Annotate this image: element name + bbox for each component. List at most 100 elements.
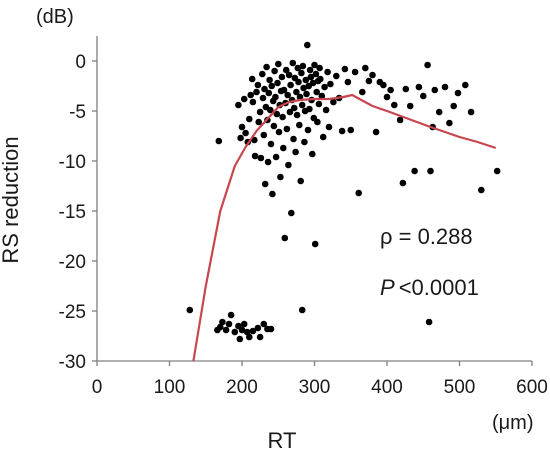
x-tick-label: 0	[92, 377, 103, 398]
data-point	[309, 79, 317, 87]
data-point	[259, 70, 266, 78]
data-point	[306, 105, 313, 113]
data-point	[272, 93, 279, 101]
data-point	[298, 101, 306, 109]
data-point	[272, 153, 280, 161]
data-point	[406, 102, 414, 110]
data-point	[269, 190, 276, 198]
data-point	[249, 98, 257, 106]
data-point	[231, 328, 239, 336]
data-point	[450, 102, 458, 110]
data-point	[284, 91, 292, 99]
y-tick-label: -30	[59, 352, 86, 373]
data-point	[237, 134, 244, 142]
data-point	[338, 127, 346, 135]
data-point	[344, 78, 352, 86]
data-point	[261, 85, 268, 93]
data-point	[254, 81, 262, 89]
data-point	[296, 93, 304, 101]
data-point	[493, 167, 501, 175]
data-point	[289, 59, 297, 67]
data-point	[467, 108, 475, 116]
data-point	[285, 71, 293, 79]
data-point	[267, 325, 275, 333]
data-point	[263, 63, 270, 71]
data-point	[301, 138, 308, 146]
data-point	[286, 108, 294, 116]
data-point	[312, 70, 320, 78]
data-point	[387, 86, 394, 94]
data-point	[274, 79, 281, 87]
data-point	[369, 71, 376, 79]
data-point	[260, 320, 268, 328]
data-point	[275, 60, 282, 68]
data-point	[478, 186, 485, 194]
data-point	[362, 64, 369, 72]
data-point	[359, 88, 366, 96]
x-axis-title: RT	[268, 428, 297, 453]
p-italic-label: P	[380, 275, 395, 300]
data-point	[278, 73, 286, 81]
data-point	[268, 82, 276, 90]
data-point	[253, 88, 260, 96]
data-point	[297, 177, 305, 185]
data-point	[285, 161, 292, 169]
data-point	[238, 123, 246, 131]
data-point	[431, 86, 439, 94]
data-point	[279, 113, 286, 121]
data-point	[411, 167, 418, 175]
data-point	[283, 125, 291, 133]
x-unit-label: (μm)	[492, 412, 534, 434]
data-point	[217, 323, 224, 331]
data-point	[261, 180, 269, 188]
data-point	[248, 75, 256, 83]
x-tick-label: 100	[154, 377, 186, 398]
data-point	[304, 41, 311, 49]
data-point	[298, 306, 306, 314]
data-point	[319, 133, 327, 141]
data-point	[280, 86, 288, 94]
data-point	[324, 68, 331, 76]
x-tick-label: 400	[371, 377, 403, 398]
data-point	[293, 88, 300, 96]
data-point	[260, 131, 268, 139]
data-point	[313, 88, 321, 96]
data-point	[282, 66, 290, 74]
data-point	[316, 64, 323, 72]
data-point	[255, 118, 262, 126]
data-point	[303, 90, 310, 98]
data-point	[298, 69, 305, 77]
data-point	[267, 140, 275, 148]
data-point	[295, 78, 302, 86]
data-point	[307, 73, 315, 81]
data-point	[399, 179, 407, 187]
data-point	[402, 85, 410, 93]
y-tick-label: -25	[59, 302, 86, 323]
data-point	[219, 318, 226, 326]
data-point	[333, 72, 340, 80]
data-point	[441, 83, 449, 91]
data-point	[325, 123, 333, 131]
data-point	[427, 167, 434, 175]
data-point	[273, 110, 281, 118]
data-point	[266, 76, 273, 84]
data-point	[341, 65, 349, 73]
data-point	[277, 173, 284, 181]
y-tick-label: 0	[75, 52, 86, 73]
data-point	[311, 61, 318, 69]
data-point	[254, 324, 262, 332]
data-point	[322, 106, 330, 114]
data-point	[420, 92, 427, 100]
data-point	[424, 61, 431, 69]
data-point	[391, 101, 398, 109]
data-point	[275, 128, 283, 136]
data-point	[293, 111, 301, 119]
data-point	[271, 67, 278, 75]
data-point	[256, 333, 264, 341]
data-point	[247, 91, 254, 99]
data-point	[240, 95, 248, 103]
data-point	[264, 158, 272, 166]
data-point	[222, 326, 230, 334]
data-point	[294, 64, 302, 72]
